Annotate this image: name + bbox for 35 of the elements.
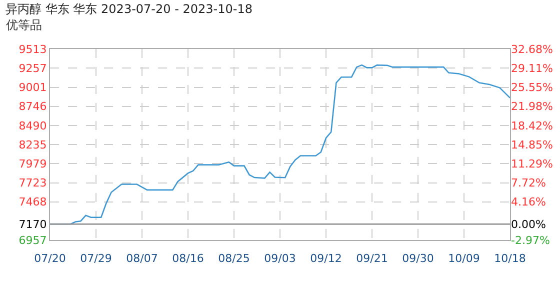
x-tick-label: 08/07 <box>126 252 158 266</box>
y-tick-label: 6957 <box>18 234 47 247</box>
y-tick-label: 8746 <box>18 100 47 114</box>
y-tick-label: 9001 <box>18 81 47 94</box>
y2-tick-label: 0.00% <box>511 218 546 231</box>
x-tick-label: 09/21 <box>356 252 388 266</box>
x-tick-label: 08/25 <box>218 252 250 266</box>
x-tick-label: 07/29 <box>80 252 112 266</box>
y2-tick-label: 32.68% <box>511 42 553 56</box>
y2-tick-label: 4.16% <box>511 196 546 209</box>
y-tick-label: 7468 <box>18 196 47 209</box>
y2-tick-label: 21.98% <box>511 100 553 114</box>
x-tick-label: 10/18 <box>494 252 526 266</box>
x-tick-label: 09/03 <box>264 252 296 266</box>
y-tick-label: 7979 <box>18 157 47 170</box>
x-tick-label: 08/16 <box>172 252 204 266</box>
y-tick-label: 7170 <box>18 218 47 231</box>
y-tick-label: 8490 <box>18 119 47 132</box>
y2-tick-label: -2.97% <box>511 234 550 247</box>
y-tick-label: 7723 <box>18 176 47 190</box>
chart-subtitle: 优等品 <box>6 18 42 32</box>
y2-tick-label: 7.72% <box>511 176 546 190</box>
y-tick-label: 9513 <box>18 42 47 56</box>
y2-tick-label: 11.29% <box>511 157 553 170</box>
x-tick-label: 07/20 <box>34 252 66 266</box>
x-tick-label: 10/09 <box>448 252 480 266</box>
y2-tick-label: 18.42% <box>511 119 553 132</box>
y2-tick-label: 14.85% <box>511 138 553 152</box>
x-tick-label: 09/30 <box>402 252 434 266</box>
chart-title: 异丙醇 华东 华东 2023-07-20 - 2023-10-18 <box>6 2 252 16</box>
x-tick-label: 09/12 <box>310 252 342 266</box>
y2-tick-label: 29.11% <box>511 62 553 75</box>
y-tick-label: 9257 <box>18 62 47 75</box>
y-tick-label: 8235 <box>18 138 47 152</box>
y2-tick-label: 25.55% <box>511 81 553 94</box>
